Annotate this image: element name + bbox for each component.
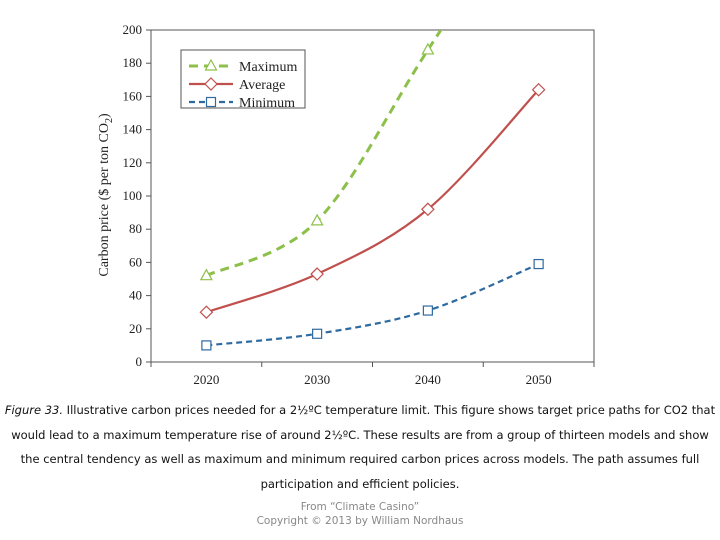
y-tick-label: 0 — [136, 354, 143, 369]
legend-marker — [204, 77, 218, 91]
series-layer — [199, 30, 546, 351]
figure-caption: Figure 33. Illustrative carbon prices ne… — [4, 398, 716, 496]
x-tick-label: 2050 — [526, 372, 552, 387]
x-tick-label: 2020 — [193, 372, 219, 387]
legend-marker — [205, 96, 217, 108]
x-axis: 2020 2030 2040 2050 — [150, 362, 595, 387]
legend: Maximum Average Minimum — [180, 49, 306, 111]
x-tick-label: 2030 — [304, 372, 330, 387]
legend-label: Average — [239, 78, 285, 93]
data-point — [421, 42, 435, 55]
series-line — [205, 30, 443, 278]
y-tick-label: 20 — [129, 321, 142, 336]
series-maximum — [199, 30, 443, 281]
legend-label: Minimum — [239, 96, 295, 111]
data-point — [310, 267, 324, 281]
y-tick-label: 180 — [123, 55, 143, 70]
legend-box — [180, 49, 306, 109]
legend-marker — [204, 58, 218, 71]
y-tick-label: 200 — [123, 22, 143, 37]
data-point — [422, 305, 433, 316]
y-tick-label: 140 — [123, 122, 143, 137]
y-tick-label: 80 — [129, 221, 142, 236]
series-average — [199, 82, 546, 320]
y-axis-title: Carbon price ($ per ton CO2) — [97, 113, 115, 277]
y-tick-label: 160 — [123, 88, 143, 103]
credit: From “Climate Casino” Copyright © 2013 b… — [0, 500, 720, 528]
y-tick-label: 120 — [123, 155, 143, 170]
y-tick-label: 40 — [129, 288, 142, 303]
y-tick-label: 100 — [123, 188, 143, 203]
series-minimum — [201, 258, 544, 351]
data-point — [199, 305, 214, 320]
legend-label: Maximum — [239, 60, 297, 75]
figure-label: Figure 33. — [4, 403, 64, 417]
series-line — [206, 89, 540, 314]
data-point — [199, 268, 213, 281]
series-line — [206, 263, 540, 347]
data-point — [531, 82, 546, 97]
caption-text: Illustrative carbon prices needed for a … — [11, 403, 716, 491]
data-point — [533, 258, 544, 270]
y-axis: 0 20 40 60 80 100 120 140 160 180 200 — [123, 22, 151, 369]
data-point — [201, 340, 212, 351]
credit-copyright: Copyright © 2013 by William Nordhaus — [256, 515, 464, 527]
y-tick-label: 60 — [129, 254, 142, 269]
credit-source: From “Climate Casino” — [300, 501, 420, 513]
data-point — [421, 202, 435, 217]
data-point — [310, 213, 324, 226]
x-tick-label: 2040 — [415, 372, 441, 387]
data-point — [312, 328, 323, 339]
